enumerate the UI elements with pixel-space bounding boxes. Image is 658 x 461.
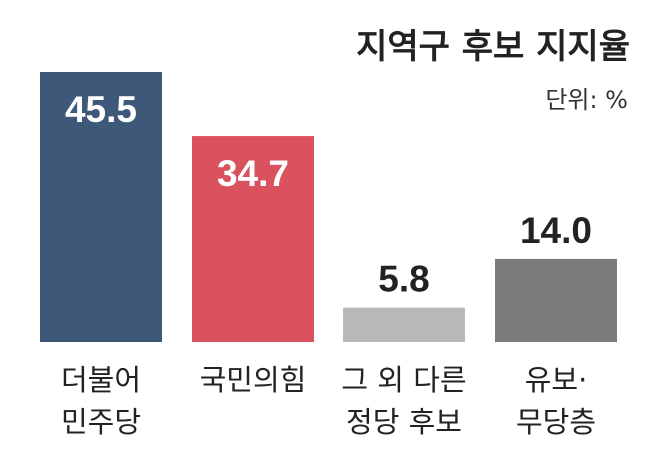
value-label-2: 34.7	[217, 153, 289, 194]
category-label-4-line-1: 유보·	[525, 363, 588, 397]
category-label-1-line-1: 더불어	[61, 363, 141, 397]
value-label-3: 5.8	[378, 259, 429, 300]
category-label-1-line-2: 민주당	[61, 405, 141, 439]
bar-4	[495, 258, 617, 342]
category-label-4-line-2: 무당층	[516, 405, 596, 439]
category-label-3-line-1: 그 외 다른	[341, 363, 466, 397]
bar-3	[343, 307, 465, 342]
bar-2	[192, 136, 314, 342]
value-label-4: 14.0	[520, 210, 592, 251]
bar-1	[40, 72, 162, 342]
category-label-2-line-1: 국민의힘	[200, 363, 307, 397]
chart-title: 지역구 후보 지지율	[356, 27, 630, 67]
category-label-3-line-2: 정당 후보	[346, 405, 462, 439]
unit-label: 단위: %	[545, 86, 628, 114]
value-label-1: 45.5	[65, 89, 137, 130]
